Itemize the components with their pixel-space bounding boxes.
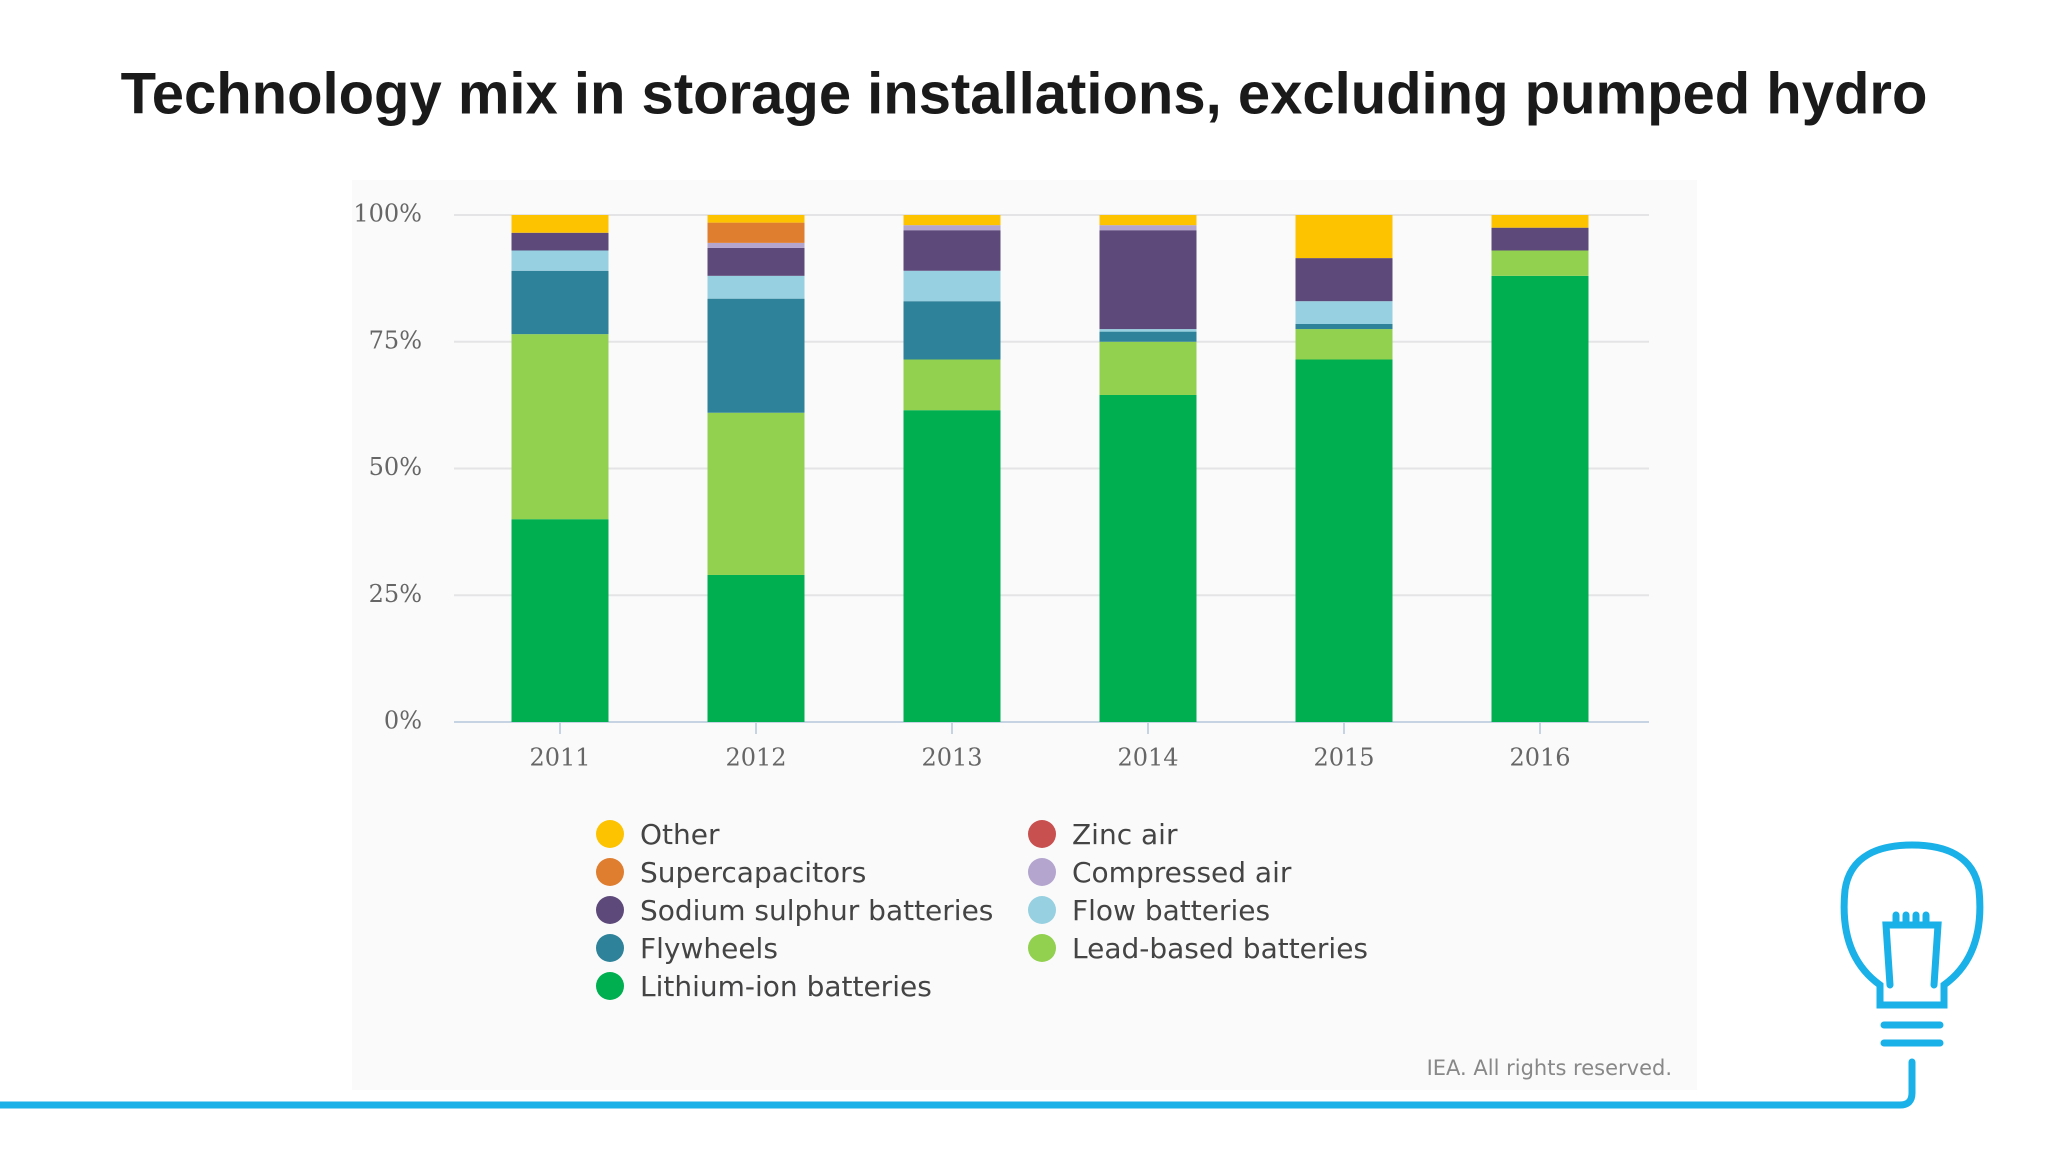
source-note: IEA. All rights reserved. [1427,1056,1672,1080]
legend-swatch [596,820,624,848]
legend-label: Flow batteries [1072,894,1270,927]
bar-segment [1295,258,1393,302]
bar-segment [1099,394,1197,722]
legend-swatch [596,934,624,962]
bar-segment [511,250,609,271]
bar-segment [1295,329,1393,360]
bar-segment [903,410,1001,722]
bar-segment [707,242,805,248]
x-tick-label: 2013 [921,744,982,772]
legend-label: Lead-based batteries [1072,932,1368,965]
bar-segment [511,215,609,233]
legend-swatch [596,896,624,924]
legend-swatch [596,858,624,886]
bar-segment [707,247,805,276]
bar-segment [1295,301,1393,325]
bar-segment [1099,225,1197,231]
x-tick-label: 2011 [529,744,590,772]
bar-segment [511,270,609,335]
bar-segment [903,301,1001,360]
y-tick-label: 0% [384,707,422,735]
bar-segment [903,270,1001,302]
chart-title: Technology mix in storage installations,… [121,61,1928,126]
y-tick-label: 100% [353,200,422,228]
bar-segment [707,574,805,722]
bar-segment [707,298,805,413]
bar-segment [511,519,609,722]
bar-segment [707,222,805,243]
bar-segment [1099,230,1197,330]
bar-segment [707,275,805,299]
bar-segment [1099,215,1197,226]
legend-swatch [596,972,624,1000]
legend-label: Zinc air [1072,818,1178,851]
x-tick-label: 2014 [1117,744,1178,772]
legend-swatch [1028,820,1056,848]
bar-segment [903,225,1001,231]
legend-swatch [1028,858,1056,886]
y-tick-label: 50% [369,453,422,481]
bar-segment [1295,359,1393,722]
bar-segment [1099,329,1197,332]
bar-segment [903,215,1001,226]
legend-label: Supercapacitors [640,856,866,889]
bar-segment [1295,324,1393,330]
bar-segment [1491,215,1589,228]
x-tick-label: 2016 [1509,744,1570,772]
legend-swatch [1028,896,1056,924]
bar-segment [1099,341,1197,395]
bar-segment [707,215,805,223]
bar-segment [903,359,1001,411]
y-tick-label: 25% [369,580,422,608]
x-tick-label: 2012 [725,744,786,772]
bar-segment [1099,331,1197,342]
legend-label: Compressed air [1072,856,1292,889]
legend-label: Flywheels [640,932,778,965]
bar-segment [511,334,609,520]
legend-label: Sodium sulphur batteries [640,894,993,927]
bar-segment [1491,227,1589,251]
bar-segment [1491,250,1589,276]
legend-label: Other [640,818,720,851]
bar-segment [903,230,1001,271]
y-tick-label: 75% [369,326,422,354]
bar-segment [1491,275,1589,722]
bar-segment [1295,215,1393,259]
legend-swatch [1028,934,1056,962]
bar-segment [511,232,609,251]
bar-segment [707,412,805,575]
legend-label: Lithium-ion batteries [640,970,932,1003]
footer-decoration [0,841,1984,1109]
x-tick-label: 2015 [1313,744,1374,772]
